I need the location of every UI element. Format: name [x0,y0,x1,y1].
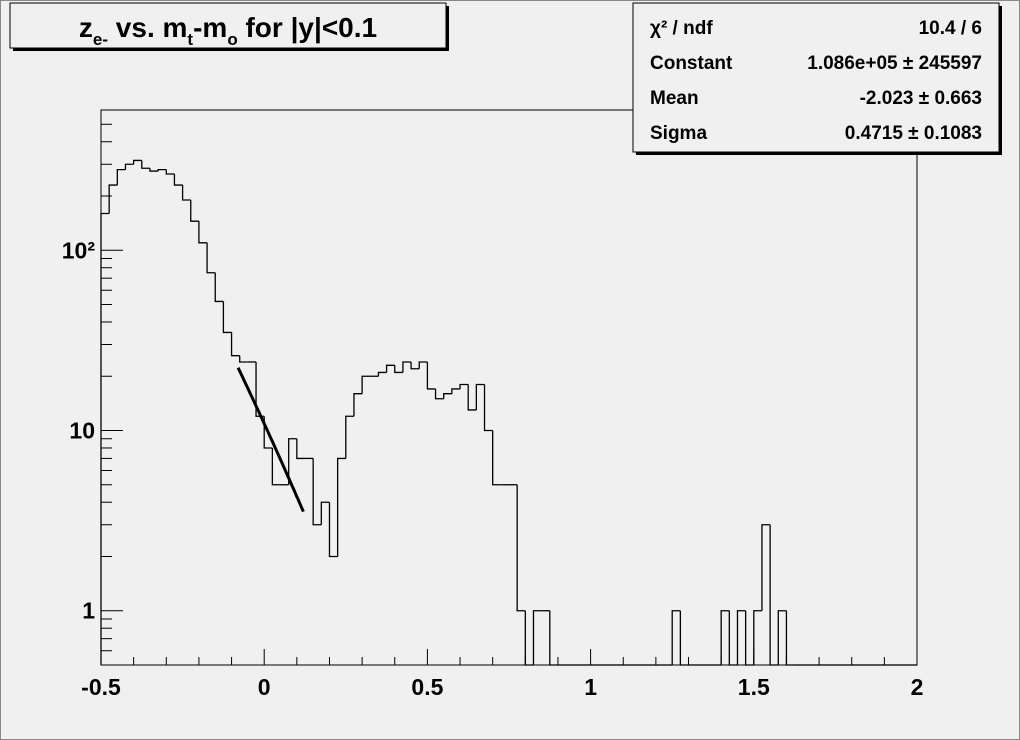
stats-value: 1.086e+05 ± 245597 [807,53,982,74]
histogram-bin [483,384,493,432]
chart-title: ze- vs. mt-mo for |y|<0.1 [79,12,377,49]
histogram-bin [549,610,558,666]
x-tick-label: 0.5 [411,674,443,700]
x-tick-label: 1.5 [738,674,770,700]
histogram-bin [434,388,444,400]
x-tick-label: 0 [258,674,271,700]
histogram-bin [165,169,175,175]
histogram-bin [132,159,142,165]
histogram-bin [328,502,338,558]
histogram-bin [149,168,159,172]
histogram-bin [720,610,730,665]
histogram-bin [728,610,738,666]
stats-box [632,2,1000,153]
stats-label: Sigma [650,123,707,144]
title-part: o [227,30,237,49]
histogram-bin [769,524,779,666]
title-box [9,2,447,49]
stats-label: Mean [650,88,699,109]
histogram-bin [116,169,126,186]
stats-label: Constant [650,53,733,74]
histogram-bin [271,447,281,486]
histogram-bin [100,212,110,665]
histogram-bin [296,438,305,460]
histogram-bin [206,242,216,274]
histogram-bin [108,184,118,214]
histogram-bin [214,272,224,303]
histogram-bin [736,610,746,665]
histogram-bin [239,355,248,363]
histogram-bin [385,364,395,373]
histogram-bin [230,332,240,357]
histogram-bin [394,365,403,374]
x-tick-label: 2 [911,674,924,700]
histogram-bin [402,361,412,373]
histogram-bin [753,610,762,665]
y-tick-label: 10² [62,237,96,263]
histogram-bin [288,438,297,485]
histogram-bin [141,160,150,169]
fit-curve [236,367,305,513]
histogram-bin [361,375,371,394]
histogram-bin [451,388,461,394]
title-part: for |y|<0.1 [238,12,377,43]
histogram-bin [418,361,428,369]
x-tick-label: -0.5 [81,674,121,700]
histogram-bin [181,185,191,201]
histogram-bin [785,610,795,666]
histogram-bin [532,610,542,665]
frame [100,109,918,666]
histogram-bin [410,361,420,370]
title-part: e- [93,30,108,49]
y-tick-label: 1 [82,598,95,624]
histogram-bin [190,200,199,222]
histogram-bin [679,610,689,666]
histogram-bin [761,524,771,611]
histogram-bin [744,610,754,666]
histogram-bin [467,384,477,411]
histogram-bin [336,457,346,557]
stats-value: 0.4715 ± 0.1083 [845,123,982,144]
histogram-bin [312,458,322,526]
histogram-bin [222,301,232,334]
histogram-bin [426,361,436,390]
histogram-bin [173,173,183,186]
histogram-bin [777,610,787,665]
stats-value: -2.023 ± 0.663 [860,88,982,109]
histogram-bin [157,169,167,172]
stats-label: χ² / ndf [650,18,713,39]
histogram-bin [353,393,363,417]
histogram-bin [443,393,452,399]
title-part: -m [193,12,227,43]
histogram-bin [320,501,330,525]
histogram-bin [524,610,534,666]
y-tick-label: 10 [69,417,95,443]
title-part: t [187,30,193,49]
stats-value: 10.4 / 6 [919,18,982,39]
histogram-bin [671,610,681,665]
histogram-bin [516,484,526,612]
histogram-bin [492,430,501,486]
histogram-bin [345,415,354,459]
x-tick-label: 1 [584,674,597,700]
title-part: vs. m [108,12,187,43]
histogram-bin [377,371,387,377]
histogram-bin [475,383,485,410]
histogram-bin [124,163,134,170]
title-part: z [79,12,93,43]
histogram-bin [198,221,208,244]
histogram-bin [459,383,469,389]
